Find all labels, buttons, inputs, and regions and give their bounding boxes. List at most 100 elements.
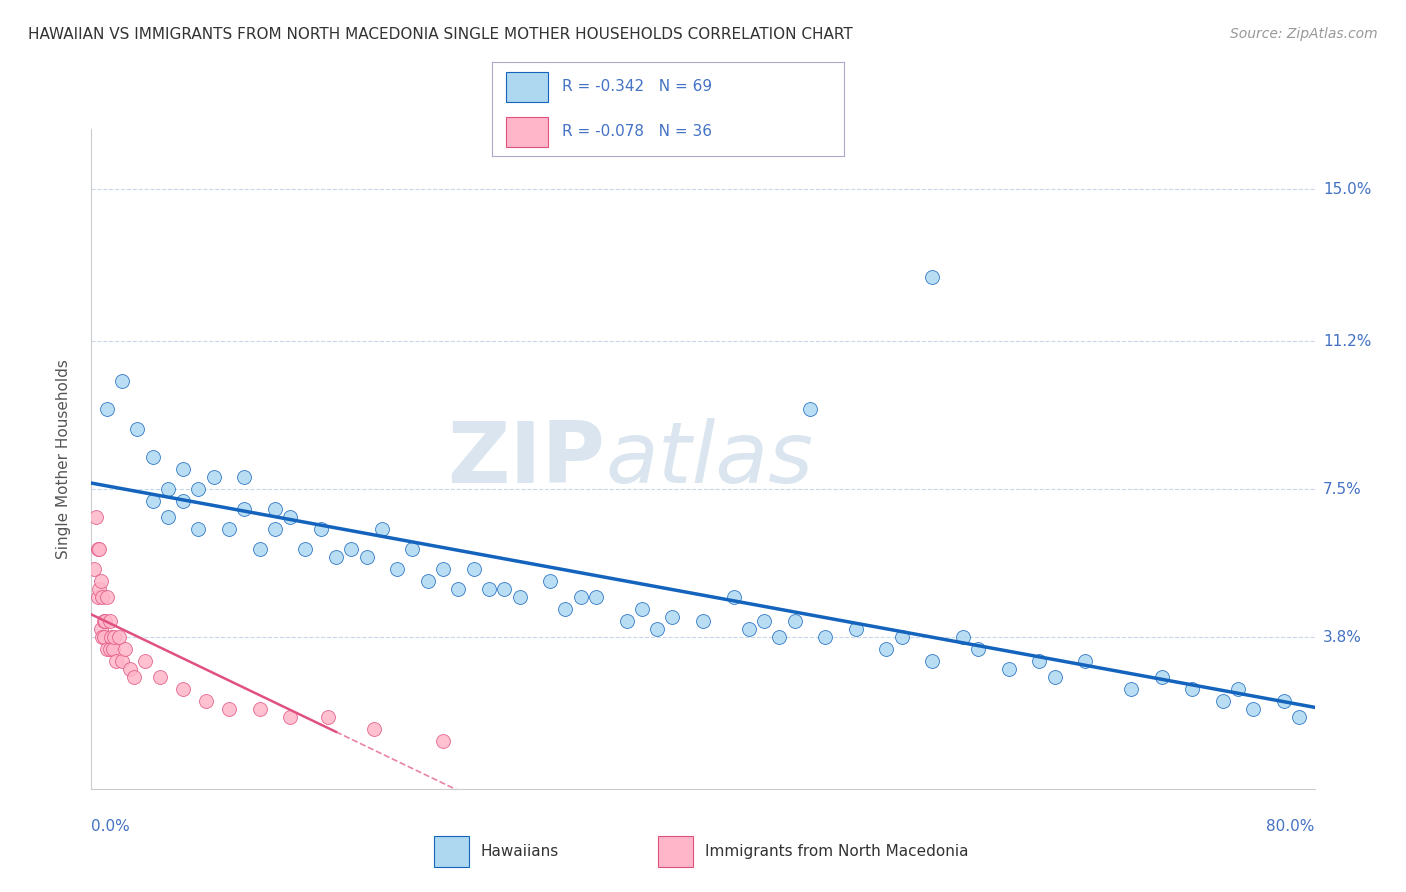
Point xyxy=(416,574,439,589)
Text: Immigrants from North Macedonia: Immigrants from North Macedonia xyxy=(706,845,969,859)
Point xyxy=(1181,682,1204,697)
Point xyxy=(967,642,990,657)
Point xyxy=(100,631,122,645)
Point xyxy=(249,702,271,716)
Point xyxy=(1227,682,1250,697)
Point xyxy=(156,510,179,524)
Point xyxy=(875,642,898,657)
Point xyxy=(98,615,121,629)
Point xyxy=(294,542,316,557)
Point xyxy=(318,710,340,724)
Point xyxy=(585,591,607,605)
Point xyxy=(371,522,394,536)
Point xyxy=(554,602,576,616)
Point xyxy=(108,631,131,645)
Point xyxy=(98,642,121,657)
Point xyxy=(1243,702,1265,716)
Point xyxy=(83,562,105,576)
Point xyxy=(754,615,776,629)
Point xyxy=(91,591,114,605)
Point xyxy=(264,502,287,516)
Point xyxy=(1074,654,1097,668)
Point xyxy=(340,542,363,557)
Point xyxy=(96,591,118,605)
Point xyxy=(447,582,470,597)
Point xyxy=(661,610,683,624)
Point xyxy=(84,510,107,524)
Bar xyxy=(506,117,548,147)
Point xyxy=(952,631,974,645)
Point xyxy=(768,631,790,645)
Point xyxy=(103,631,125,645)
Point xyxy=(1043,670,1066,684)
Point xyxy=(93,631,115,645)
Point xyxy=(127,422,149,436)
Point xyxy=(96,402,118,417)
Point xyxy=(814,631,837,645)
Point xyxy=(93,615,115,629)
Point xyxy=(1212,694,1234,708)
Point xyxy=(233,470,256,484)
Point xyxy=(921,654,943,668)
Point xyxy=(149,670,172,684)
Point xyxy=(218,522,240,536)
Point xyxy=(195,694,218,708)
Text: 3.8%: 3.8% xyxy=(1323,630,1362,645)
Point xyxy=(385,562,409,576)
Bar xyxy=(433,837,470,867)
Point xyxy=(998,662,1021,676)
Bar xyxy=(506,72,548,102)
Text: 0.0%: 0.0% xyxy=(91,819,131,834)
Point xyxy=(890,631,912,645)
Text: HAWAIIAN VS IMMIGRANTS FROM NORTH MACEDONIA SINGLE MOTHER HOUSEHOLDS CORRELATION: HAWAIIAN VS IMMIGRANTS FROM NORTH MACEDO… xyxy=(28,27,853,42)
Point xyxy=(134,654,156,668)
Point xyxy=(309,522,332,536)
Point xyxy=(463,562,485,576)
Point xyxy=(356,550,378,565)
Point xyxy=(616,615,638,629)
Point xyxy=(278,510,301,524)
Bar xyxy=(658,837,693,867)
Point xyxy=(91,631,114,645)
Point xyxy=(783,615,806,629)
Point xyxy=(111,375,134,389)
Point xyxy=(172,462,194,476)
Point xyxy=(494,582,516,597)
Point xyxy=(432,562,454,576)
Point xyxy=(845,623,868,637)
Text: atlas: atlas xyxy=(605,417,813,501)
Point xyxy=(363,723,385,737)
Point xyxy=(1121,682,1143,697)
Point xyxy=(96,642,118,657)
Point xyxy=(86,591,108,605)
Point xyxy=(233,502,256,516)
Point xyxy=(631,602,654,616)
Point xyxy=(187,522,209,536)
Point xyxy=(94,615,117,629)
Point xyxy=(1028,654,1050,668)
Point xyxy=(278,710,301,724)
Point xyxy=(509,591,531,605)
Point xyxy=(325,550,347,565)
Point xyxy=(118,662,141,676)
Point xyxy=(114,642,136,657)
Point xyxy=(90,623,112,637)
Text: Source: ZipAtlas.com: Source: ZipAtlas.com xyxy=(1230,27,1378,41)
Point xyxy=(569,591,592,605)
Text: 80.0%: 80.0% xyxy=(1267,819,1315,834)
Point xyxy=(172,494,194,508)
Point xyxy=(538,574,561,589)
Point xyxy=(401,542,423,557)
Point xyxy=(249,542,271,557)
Point xyxy=(141,450,163,465)
Text: 7.5%: 7.5% xyxy=(1323,482,1361,497)
Point xyxy=(111,654,134,668)
Point xyxy=(86,542,108,557)
Point xyxy=(692,615,714,629)
Point xyxy=(156,483,179,497)
Text: R = -0.078   N = 36: R = -0.078 N = 36 xyxy=(562,124,713,139)
Point xyxy=(90,574,112,589)
Point xyxy=(921,270,943,285)
Text: ZIP: ZIP xyxy=(447,417,605,501)
Point xyxy=(1150,670,1173,684)
